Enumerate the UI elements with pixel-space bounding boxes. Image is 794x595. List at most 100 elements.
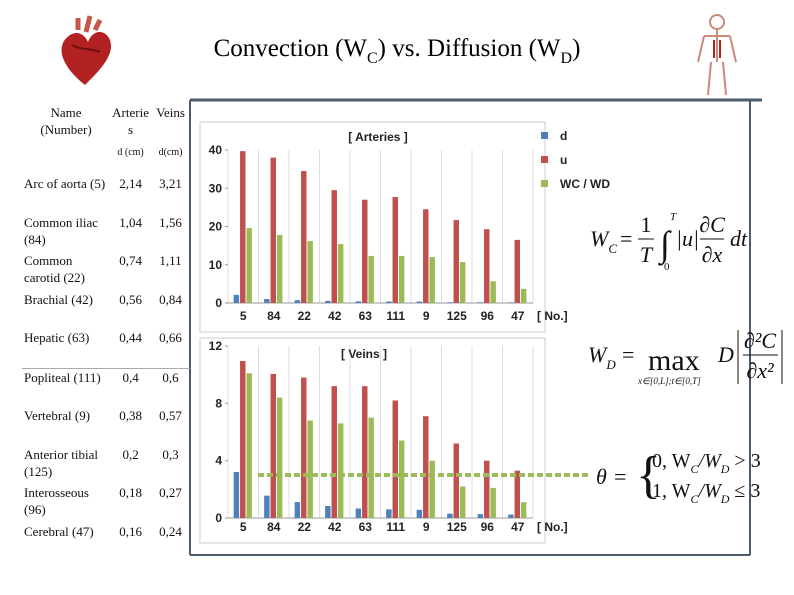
bar <box>423 209 429 303</box>
table-cell: 0,57 <box>159 408 182 423</box>
bar <box>392 197 398 303</box>
table-cell: 0,18 <box>119 485 142 500</box>
table-cell: Vertebral (9) <box>24 408 91 423</box>
table-cell: 0,38 <box>119 408 142 423</box>
table-row: Anterior tibial (125) 0,2 0,3 <box>22 446 190 485</box>
bar <box>325 505 331 518</box>
y-tick-label: 12 <box>209 339 223 353</box>
eq-token: 0, W <box>652 450 691 472</box>
y-tick-label: 4 <box>215 454 222 468</box>
table-subheader: d (cm) <box>117 147 144 158</box>
svg-text:0, WC/WD > 3: 0, WC/WD > 3 <box>652 450 761 476</box>
bar <box>233 294 240 303</box>
bar <box>368 417 374 518</box>
table-row: Cerebral (47) 0,16 0,24 <box>22 523 190 562</box>
bar <box>270 157 276 303</box>
table-cell: 0,74 <box>119 253 142 268</box>
table-row: Interosseous (96) 0,18 0,27 <box>22 484 190 523</box>
bar <box>325 300 331 303</box>
eq-token: D <box>720 492 730 506</box>
x-tick-label: 125 <box>447 309 467 323</box>
y-tick-label: 40 <box>209 143 223 157</box>
bar <box>301 377 307 518</box>
legend-swatch <box>541 132 548 139</box>
table-row: Common carotid (22) 0,74 1,11 <box>22 252 190 291</box>
y-tick-label: 10 <box>209 258 223 272</box>
bar <box>307 420 313 518</box>
bar <box>368 255 374 303</box>
bar <box>307 241 313 303</box>
table-cell: 1,11 <box>159 253 182 268</box>
table-cell: 0,4 <box>110 367 152 407</box>
body-icon <box>697 14 737 96</box>
table-cell: Interosseous (96) <box>24 485 89 517</box>
table-cell: 0,2 <box>122 446 139 462</box>
chart-title: [ Veins ] <box>341 347 387 361</box>
table-cell: 0,27 <box>159 485 182 500</box>
bar <box>240 361 246 518</box>
eq-token: T <box>640 242 654 267</box>
bar <box>240 151 246 303</box>
table-cell: Anterior tibial (125) <box>24 446 99 479</box>
bar <box>301 171 307 303</box>
table-subheader: d(cm) <box>158 147 183 158</box>
eq-token: dt <box>730 226 748 251</box>
table-cell: 0,84 <box>159 291 182 307</box>
bar <box>294 300 301 303</box>
bar <box>490 487 496 518</box>
bar <box>362 386 368 518</box>
table-cell: 0,3 <box>162 446 179 462</box>
legend-label: d <box>560 129 567 143</box>
bar <box>514 239 520 303</box>
table-cell: Arc of aorta (5) <box>24 176 106 191</box>
title-part: Convection (W <box>214 35 368 62</box>
bar <box>508 302 514 303</box>
bar <box>484 229 490 303</box>
x-tick-label: 42 <box>328 520 342 534</box>
bar <box>459 262 466 303</box>
x-tick-label: 42 <box>328 309 342 323</box>
table-header: Arteries <box>112 105 149 137</box>
table-cell: Common carotid (22) <box>24 253 86 285</box>
eq-token: D <box>717 342 734 367</box>
chart-frame <box>199 337 546 544</box>
bar <box>416 301 423 303</box>
x-tick-label: 9 <box>423 520 430 534</box>
eq-token: ∂C <box>699 212 725 237</box>
bar <box>386 509 392 518</box>
x-tick-label: 84 <box>267 309 281 323</box>
bar <box>520 502 527 518</box>
x-tick-label: 111 <box>386 309 405 323</box>
x-tick-label: 63 <box>359 309 373 323</box>
eq-token: /W <box>698 450 724 472</box>
eq-token: θ <box>596 464 607 489</box>
table-cell: 0,44 <box>119 330 142 345</box>
svg-text:WC: WC <box>590 226 617 256</box>
brace: { <box>636 447 661 504</box>
bar <box>453 219 459 303</box>
bar <box>233 471 240 518</box>
bar <box>276 234 283 303</box>
bar <box>429 257 435 303</box>
bar <box>264 495 270 518</box>
x-tick-label: 111 <box>386 520 405 534</box>
equation-wd: WD = max x∈[0,L];t∈[0,T] D ∂²C ∂x² <box>588 328 783 386</box>
x-tick-label: 5 <box>240 309 247 323</box>
table-row: Hepatic (63) 0,44 0,66 <box>22 329 190 368</box>
table-cell: Cerebral (47) <box>24 523 94 539</box>
eq-token: ∫ <box>658 224 672 266</box>
diameter-table: Name (Number) Arteries Veins d (cm) d(cm) A… <box>22 104 190 561</box>
eq-token: C <box>691 492 700 506</box>
equation-wc: WC = 1 T ∫ T 0 |u| ∂C ∂x dt <box>590 211 748 273</box>
x-tick-label: 96 <box>481 520 495 534</box>
bar <box>398 255 405 303</box>
y-tick-label: 30 <box>209 181 223 195</box>
bar <box>270 373 276 518</box>
eq-token: /W <box>698 480 724 502</box>
bar <box>520 288 527 303</box>
bar <box>484 460 490 518</box>
equation-theta: θ = { 0, WC/WD > 3 1, WC/WD ≤ 3 <box>596 447 761 506</box>
table-row: Arc of aorta (5) 2,14 3,21 <box>22 175 190 214</box>
table-cell: 1,04 <box>119 214 142 230</box>
